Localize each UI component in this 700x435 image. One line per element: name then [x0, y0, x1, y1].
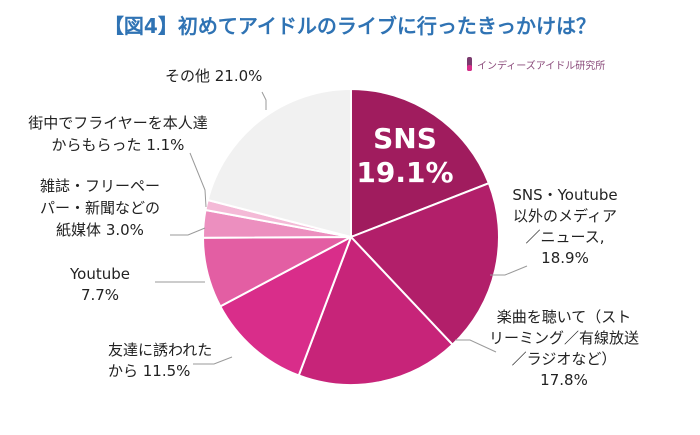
slice-label: SNS・Youtube 以外のメディア／ニュース, 18.9%	[512, 186, 617, 267]
test-tube-icon	[467, 57, 472, 71]
slice-label: 雑誌・フリーペーパー・新聞などの紙媒体 3.0%	[40, 177, 160, 239]
slice-labels: SNS 19.1% SNS・Youtube 以外のメディア／ニュース, 18.9% 楽曲を…	[28, 67, 639, 389]
slice-label: その他 21.0%	[165, 67, 262, 85]
pie-slice	[350, 87, 491, 239]
pie-slice	[349, 181, 500, 347]
slice-label: 街中でフライヤーを本人達からもらった 1.1%	[28, 114, 208, 154]
leader-line	[193, 356, 233, 365]
slice-label: SNS 19.1%	[356, 122, 453, 189]
brand-label: インディーズアイドル研究所	[477, 59, 605, 72]
slice-label: 楽曲を聴いて（ストリーミング／有線放送／ラジオなど） 17.8%	[489, 308, 639, 389]
pie-slice	[206, 87, 352, 239]
pie-slice	[218, 234, 353, 377]
leader-line	[170, 227, 206, 236]
slice-label: Youtube 7.7%	[69, 265, 130, 304]
leader-line	[490, 265, 528, 276]
leader-line	[455, 339, 497, 353]
slice-label: 友達に誘われたから 11.5%	[108, 341, 212, 380]
leader-line	[189, 152, 207, 208]
chart-title: 【図4】初めてアイドルのライブに行ったきっかけは？	[104, 14, 596, 38]
pie-slices	[201, 87, 500, 386]
leader-line	[261, 91, 267, 110]
brand-logo: インディーズアイドル研究所	[467, 57, 605, 72]
